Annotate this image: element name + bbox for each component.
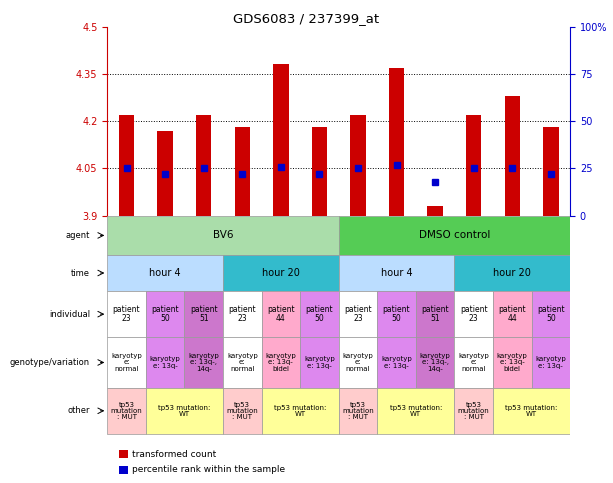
Text: hour 20: hour 20 xyxy=(493,268,531,278)
Bar xyxy=(262,291,300,338)
Bar xyxy=(454,387,493,434)
Bar xyxy=(493,338,531,387)
Text: agent: agent xyxy=(66,231,90,240)
Text: tp53
mutation
: MUT: tp53 mutation : MUT xyxy=(342,401,374,420)
Bar xyxy=(543,128,558,216)
Text: hour 4: hour 4 xyxy=(150,268,181,278)
Bar xyxy=(493,387,570,434)
Text: tp53
mutation
: MUT: tp53 mutation : MUT xyxy=(226,401,258,420)
Bar xyxy=(146,387,223,434)
Bar xyxy=(119,450,129,458)
Text: time: time xyxy=(71,269,90,278)
Bar xyxy=(311,128,327,216)
Bar xyxy=(377,291,416,338)
Bar xyxy=(339,291,377,338)
Text: karyotyp
e: 13q-: karyotyp e: 13q- xyxy=(304,356,335,369)
Bar xyxy=(416,291,454,338)
Bar xyxy=(389,68,404,216)
Bar xyxy=(466,115,481,216)
Text: patient
44: patient 44 xyxy=(267,305,295,323)
Text: GDS6083 / 237399_at: GDS6083 / 237399_at xyxy=(234,12,379,25)
Text: tp53 mutation:
WT: tp53 mutation: WT xyxy=(274,405,326,417)
Text: patient
44: patient 44 xyxy=(498,305,526,323)
Bar xyxy=(339,216,570,255)
Text: percentile rank within the sample: percentile rank within the sample xyxy=(132,465,286,474)
Bar xyxy=(146,291,185,338)
Bar xyxy=(273,64,289,216)
Bar xyxy=(416,338,454,387)
Text: DMSO control: DMSO control xyxy=(419,230,490,241)
Text: patient
23: patient 23 xyxy=(344,305,371,323)
Text: karyotyp
e:
normal: karyotyp e: normal xyxy=(111,353,142,372)
Bar xyxy=(185,291,223,338)
Bar xyxy=(119,466,129,474)
Text: tp53
mutation
: MUT: tp53 mutation : MUT xyxy=(458,401,490,420)
Bar xyxy=(262,338,300,387)
Bar xyxy=(223,291,262,338)
Bar xyxy=(454,291,493,338)
Text: hour 4: hour 4 xyxy=(381,268,413,278)
Text: hour 20: hour 20 xyxy=(262,268,300,278)
Bar xyxy=(531,291,570,338)
Text: karyotyp
e:
normal: karyotyp e: normal xyxy=(227,353,257,372)
Bar xyxy=(339,338,377,387)
Bar xyxy=(119,115,134,216)
Bar xyxy=(454,338,493,387)
Bar xyxy=(377,387,454,434)
Bar xyxy=(531,338,570,387)
Bar xyxy=(454,255,570,291)
Bar xyxy=(107,291,146,338)
Bar xyxy=(107,387,146,434)
Text: karyotyp
e: 13q-,
14q-: karyotyp e: 13q-, 14q- xyxy=(420,353,451,372)
Text: karyotyp
e: 13q-
bidel: karyotyp e: 13q- bidel xyxy=(265,353,296,372)
Bar xyxy=(107,338,146,387)
Text: patient
50: patient 50 xyxy=(383,305,410,323)
Bar xyxy=(107,216,339,255)
Text: patient
23: patient 23 xyxy=(229,305,256,323)
Bar xyxy=(235,128,250,216)
Text: other: other xyxy=(67,406,90,415)
Text: patient
50: patient 50 xyxy=(151,305,179,323)
Text: tp53 mutation:
WT: tp53 mutation: WT xyxy=(390,405,442,417)
Text: karyotyp
e:
normal: karyotyp e: normal xyxy=(343,353,373,372)
Text: karyotyp
e: 13q-,
14q-: karyotyp e: 13q-, 14q- xyxy=(188,353,219,372)
Bar xyxy=(339,387,377,434)
Bar xyxy=(350,115,366,216)
Text: karyotyp
e: 13q-: karyotyp e: 13q- xyxy=(150,356,180,369)
Bar xyxy=(223,338,262,387)
Text: patient
50: patient 50 xyxy=(306,305,333,323)
Bar xyxy=(185,338,223,387)
Text: tp53 mutation:
WT: tp53 mutation: WT xyxy=(158,405,211,417)
Bar xyxy=(339,255,454,291)
Text: patient
23: patient 23 xyxy=(460,305,487,323)
Text: patient
51: patient 51 xyxy=(190,305,218,323)
Bar xyxy=(300,291,339,338)
Text: transformed count: transformed count xyxy=(132,450,216,458)
Text: patient
50: patient 50 xyxy=(537,305,565,323)
Bar xyxy=(262,387,338,434)
Bar xyxy=(107,255,223,291)
Text: BV6: BV6 xyxy=(213,230,233,241)
Bar xyxy=(146,338,185,387)
Text: patient
51: patient 51 xyxy=(421,305,449,323)
Text: karyotyp
e:
normal: karyotyp e: normal xyxy=(459,353,489,372)
Bar xyxy=(493,291,531,338)
Bar xyxy=(504,96,520,216)
Bar xyxy=(223,387,262,434)
Text: karyotyp
e: 13q-
bidel: karyotyp e: 13q- bidel xyxy=(497,353,528,372)
Text: tp53 mutation:
WT: tp53 mutation: WT xyxy=(505,405,558,417)
Bar xyxy=(158,130,173,216)
Text: tp53
mutation
: MUT: tp53 mutation : MUT xyxy=(111,401,142,420)
Text: karyotyp
e: 13q-: karyotyp e: 13q- xyxy=(535,356,566,369)
Bar xyxy=(196,115,211,216)
Text: individual: individual xyxy=(49,310,90,319)
Text: patient
23: patient 23 xyxy=(113,305,140,323)
Text: karyotyp
e: 13q-: karyotyp e: 13q- xyxy=(381,356,412,369)
Bar xyxy=(377,338,416,387)
Bar xyxy=(223,255,339,291)
Bar xyxy=(300,338,339,387)
Text: genotype/variation: genotype/variation xyxy=(10,358,90,367)
Bar xyxy=(427,206,443,216)
